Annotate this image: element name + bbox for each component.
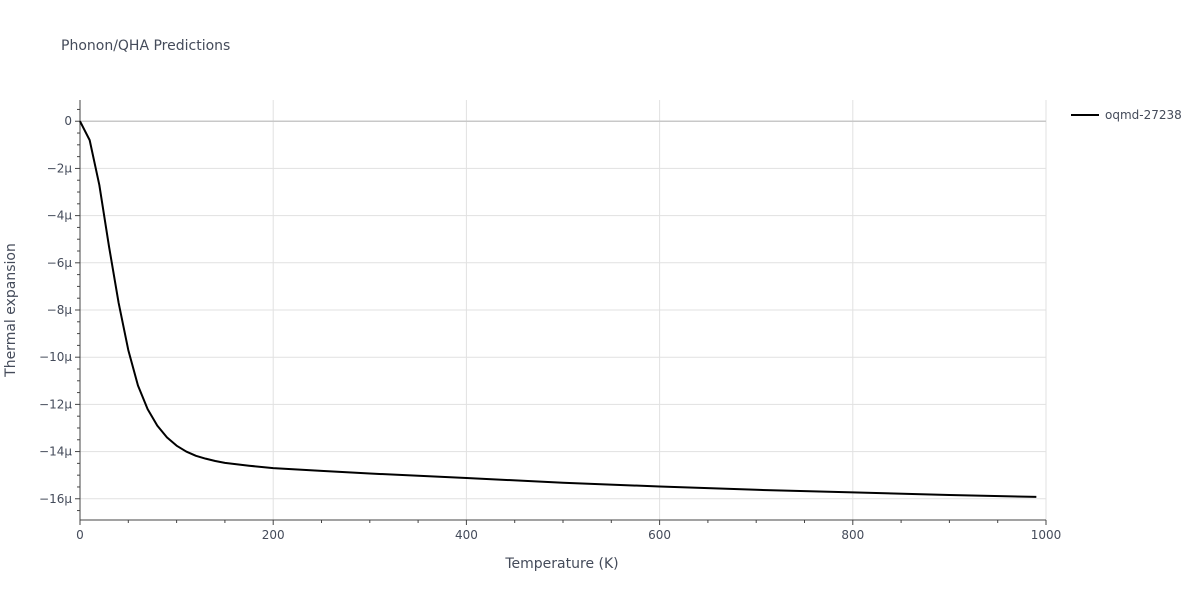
series-layer: [79, 120, 1037, 498]
y-tick-label: −12μ: [39, 397, 72, 411]
x-tick-label: 1000: [1031, 528, 1062, 542]
x-tick-label: 0: [76, 528, 84, 542]
x-tick-label: 800: [841, 528, 864, 542]
axes: [75, 100, 1047, 525]
y-tick-label: −10μ: [39, 350, 72, 364]
y-tick-label: 0: [64, 114, 72, 128]
x-tick-label: 200: [262, 528, 285, 542]
y-tick-label: −16μ: [39, 492, 72, 506]
x-tick-label: 400: [455, 528, 478, 542]
x-tick-label: 600: [648, 528, 671, 542]
x-axis-title: Temperature (K): [504, 556, 618, 572]
y-tick-label: −14μ: [39, 445, 72, 459]
y-tick-label: −2μ: [47, 161, 73, 175]
legend-label: oqmd-27238: [1105, 108, 1182, 122]
grid: [80, 100, 1047, 520]
chart-title: Phonon/QHA Predictions: [61, 38, 230, 54]
y-tick-label: −4μ: [47, 209, 73, 223]
y-tick-label: −8μ: [47, 303, 73, 317]
tick-labels: 0 200 400 600 800 1000 0 −2μ −4μ −6μ −8μ −10μ −12μ −1…: [39, 114, 1061, 542]
legend[interactable]: oqmd-27238: [1071, 108, 1182, 122]
series-line: [79, 120, 1037, 498]
y-tick-label: −6μ: [47, 256, 73, 270]
y-axis-title: Thermal expansion: [3, 243, 19, 378]
